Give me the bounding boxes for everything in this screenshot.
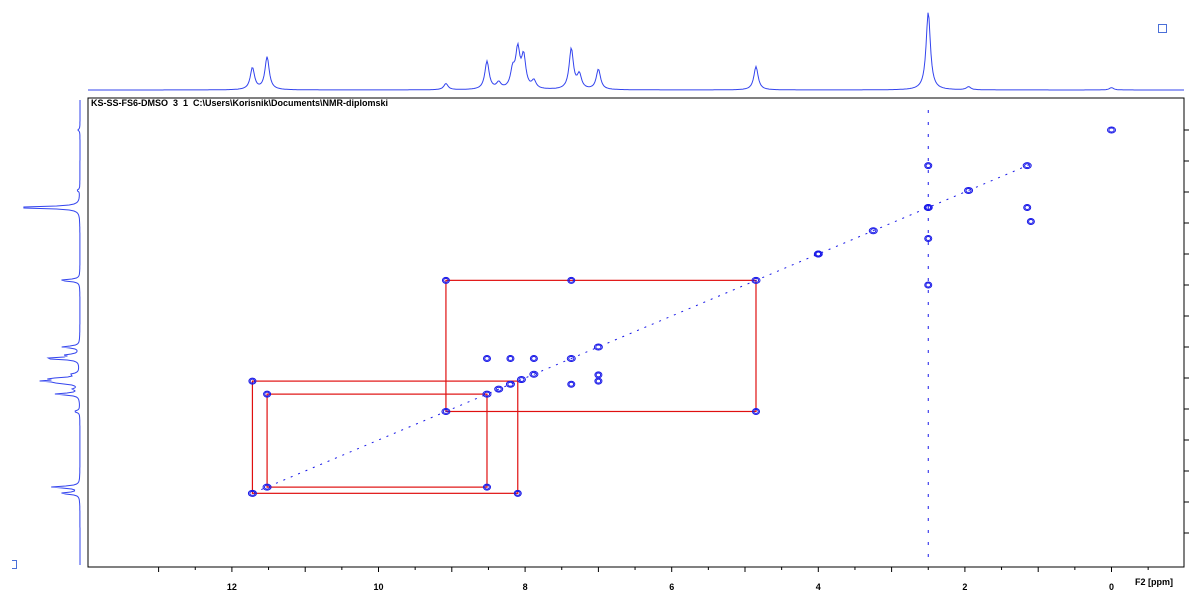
- cross-peak: [264, 391, 270, 397]
- diagonal-peak: [868, 227, 878, 235]
- cross-peak: [506, 354, 515, 362]
- diagonal-peak: [441, 407, 451, 415]
- cross-peak: [568, 277, 575, 283]
- diagonal-peak: [1024, 163, 1031, 169]
- diagonal-peak: [516, 376, 526, 384]
- diagonal-peak: [752, 277, 760, 283]
- cross-peak: [924, 235, 933, 242]
- x-tick-label: 8: [523, 582, 528, 592]
- crosspeak-highlight-boxes: [251, 279, 757, 494]
- cross-peak: [482, 483, 491, 491]
- cross-peak: [1026, 217, 1035, 225]
- cross-peak: [925, 282, 932, 288]
- diagonal-peak: [1107, 126, 1116, 134]
- diagonal-peak: [595, 344, 602, 350]
- x-tick-label: 12: [227, 582, 237, 592]
- f1-projection-spectrum: [23, 100, 81, 565]
- diagonal-peak: [249, 490, 256, 496]
- diagonal-peak: [568, 356, 575, 361]
- cross-peak: [443, 277, 449, 283]
- diagonal-peak: [1022, 162, 1032, 170]
- cross-peak: [924, 162, 933, 170]
- cross-peak: [1024, 205, 1030, 210]
- diagonal-peak: [566, 354, 576, 362]
- cross-peak: [482, 354, 491, 362]
- diagonal-peak: [495, 386, 502, 392]
- cross-peak: [815, 251, 822, 257]
- cross-peak: [568, 381, 575, 387]
- cross-peak: [567, 380, 576, 388]
- cross-peak: [753, 409, 759, 414]
- cross-peak: [925, 205, 932, 210]
- f1-axis-ticks: [1184, 129, 1189, 534]
- x-tick-label: 4: [816, 582, 821, 592]
- cross-peak: [594, 371, 603, 379]
- diagonal-peak: [505, 380, 515, 388]
- cross-peak: [567, 276, 576, 284]
- cross-peak: [1028, 219, 1034, 224]
- cross-peak: [751, 407, 760, 415]
- f2-projection-spectrum: [88, 12, 1184, 91]
- x-tick-label: 6: [669, 582, 674, 592]
- f2-axis-label: F2 [ppm]: [1135, 577, 1173, 587]
- diagonal-peak: [507, 381, 514, 387]
- cross-peak: [513, 489, 522, 497]
- cross-peak: [263, 390, 272, 398]
- diagonal-peak: [1108, 127, 1115, 133]
- diagonal-peak: [247, 489, 257, 497]
- diagonal-peak: [483, 391, 491, 397]
- diagonal-peak: [964, 186, 974, 194]
- cross-peak: [924, 204, 933, 211]
- highlight-box: [251, 380, 519, 494]
- diagonal-peak: [263, 484, 271, 490]
- diagonal-trace: [253, 163, 1032, 494]
- f2-projection-trace: [88, 12, 1184, 91]
- cross-peak: [514, 490, 521, 496]
- diagonal-peak: [529, 370, 539, 378]
- x-tick-label: 2: [962, 582, 967, 592]
- cross-peak: [924, 281, 933, 289]
- diagonal-peak: [751, 276, 761, 284]
- cross-peak: [249, 378, 256, 384]
- window-square-icon[interactable]: [1158, 24, 1167, 33]
- diagonal-peak: [494, 385, 504, 393]
- cross-peak: [925, 163, 932, 169]
- f2-axis: 12 10 8 6 4 2 0: [88, 566, 1184, 592]
- cross-peak: [1023, 204, 1032, 211]
- cross-peak: [441, 276, 450, 284]
- cross-peak: [529, 354, 538, 362]
- diagonal-peak: [870, 228, 877, 234]
- cross-peak: [814, 250, 823, 258]
- cross-peak: [925, 236, 932, 241]
- cross-peak: [595, 372, 602, 378]
- cross-peak: [484, 484, 490, 490]
- cross-peak: [507, 356, 514, 361]
- highlight-box: [445, 279, 757, 413]
- dataset-title: KS-SS-FS6-DMSO 3 1 C:\Users\Korisnik\Doc…: [91, 98, 389, 108]
- cross-peak: [484, 356, 490, 361]
- x-tick-label: 10: [373, 582, 383, 592]
- cross-peak: [248, 377, 257, 385]
- cross-peak: [531, 356, 537, 361]
- diagonal-peak: [262, 483, 272, 491]
- diagonal-peak: [593, 343, 603, 351]
- diagonal-peak: [442, 409, 450, 414]
- diagonal-peak: [530, 371, 537, 377]
- diagonal-peak: [482, 390, 492, 398]
- highlight-box: [266, 393, 488, 488]
- x-tick-label: 0: [1109, 582, 1114, 592]
- cross-peak: [595, 378, 602, 384]
- diagonal-peak: [518, 377, 525, 382]
- corner-bracket-icon: [12, 560, 17, 569]
- f1-projection-trace: [23, 100, 81, 565]
- contour-peaks: [247, 110, 1116, 557]
- diagonal-peak: [965, 188, 972, 193]
